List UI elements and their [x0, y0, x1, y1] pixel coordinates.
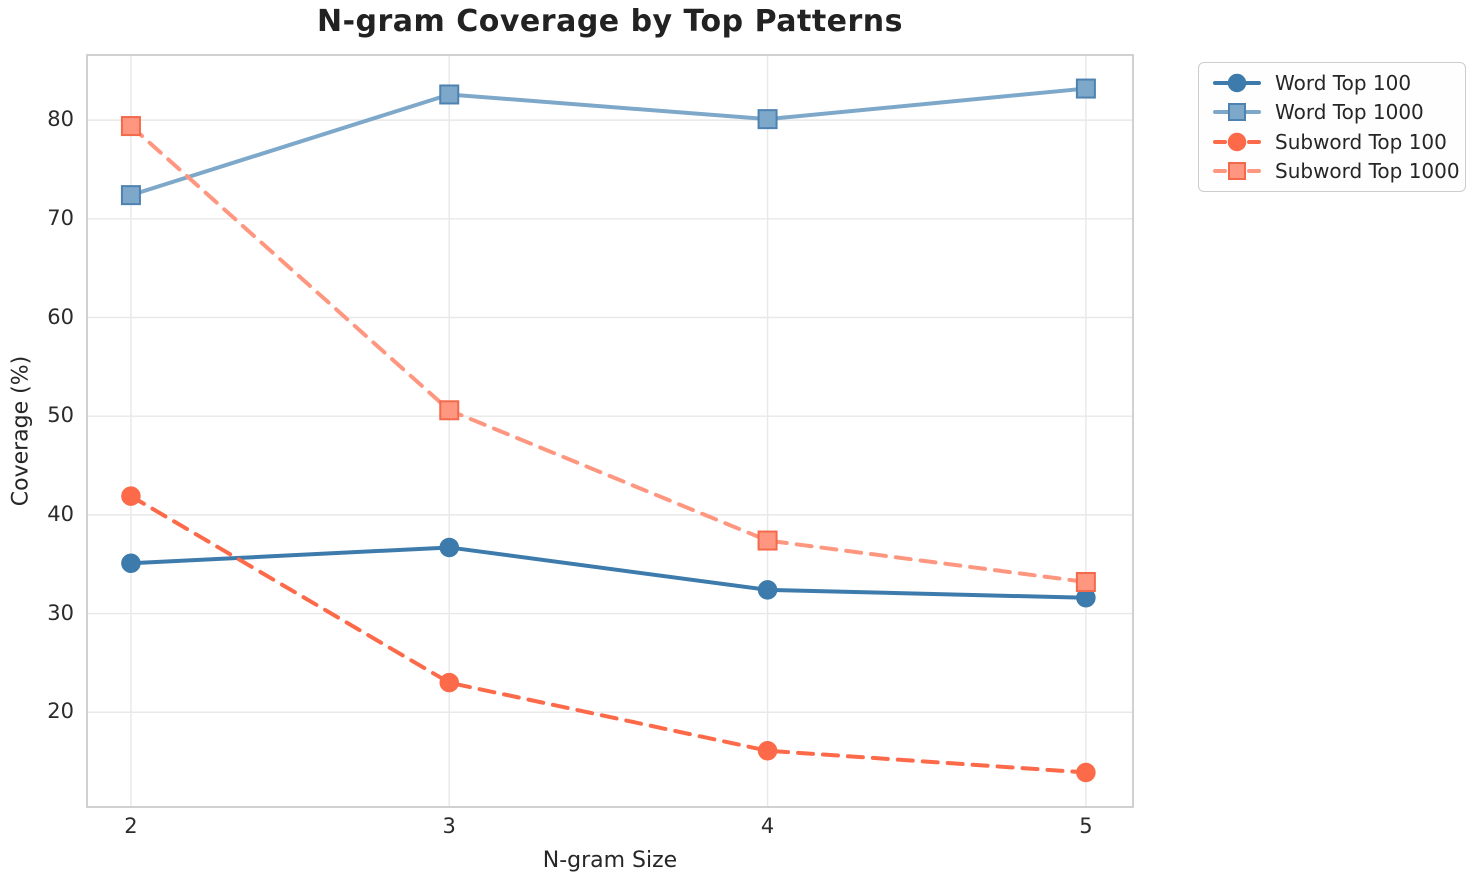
legend-item: Word Top 100: [1213, 69, 1465, 97]
circle-marker: [439, 537, 459, 558]
circle-marker: [757, 580, 778, 600]
series-line: [128, 86, 1088, 198]
chart-title: N-gram Coverage by Top Patterns: [316, 4, 904, 39]
series-line: [128, 494, 1088, 775]
y-tick-label: 70: [47, 205, 74, 230]
square-marker: [439, 400, 460, 421]
y-tick-label: 50: [47, 403, 74, 428]
square-marker: [439, 84, 460, 105]
x-tick-label: 5: [1079, 814, 1093, 838]
circle-marker: [121, 553, 141, 573]
circle-marker: [1076, 762, 1096, 783]
legend-item: Word Top 1000: [1213, 98, 1465, 126]
legend-label: Subword Top 100: [1275, 129, 1447, 154]
square-marker: [757, 109, 778, 130]
plot-border: [86, 54, 1134, 808]
line-square-marker-icon: [1213, 162, 1261, 181]
series-line: [128, 545, 1088, 600]
x-tick-label: 2: [124, 814, 138, 838]
square-marker: [120, 116, 141, 137]
circle-marker: [757, 740, 778, 761]
x-tick-label: 3: [442, 814, 456, 838]
legend-item: Subword Top 1000: [1213, 157, 1465, 185]
line-square-marker-icon: [1213, 103, 1261, 122]
square-marker: [757, 530, 778, 551]
legend-label: Word Top 100: [1275, 70, 1412, 95]
series-line: [128, 124, 1088, 584]
square-marker: [120, 185, 141, 206]
y-tick-label: 20: [47, 699, 74, 724]
circle-marker: [121, 486, 141, 506]
y-tick-label: 60: [47, 304, 74, 329]
x-axis-label: N-gram Size: [542, 848, 678, 873]
x-tick-label: 4: [760, 814, 775, 838]
circle-marker: [439, 672, 459, 693]
line-circle-marker-icon: [1213, 73, 1261, 92]
y-tick-label: 80: [47, 107, 74, 132]
legend-label: Word Top 1000: [1275, 100, 1424, 125]
y-tick-label: 40: [47, 501, 74, 526]
line-circle-marker-icon: [1213, 132, 1261, 151]
legend-label: Subword Top 1000: [1275, 159, 1460, 184]
square-marker: [1075, 78, 1096, 99]
y-tick-label: 30: [47, 600, 74, 625]
legend-item: Subword Top 100: [1213, 128, 1465, 156]
square-marker: [1075, 571, 1096, 592]
y-axis-label: Coverage (%): [8, 355, 34, 507]
legend: Word Top 100 Word Top 1000 Subword Top 1…: [1198, 62, 1466, 192]
